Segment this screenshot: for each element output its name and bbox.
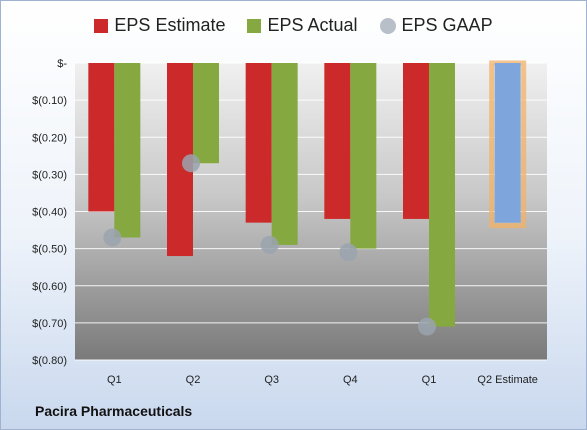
bar-eps-estimate-4 <box>324 63 351 219</box>
legend-label-eps-estimate: EPS Estimate <box>114 15 226 35</box>
legend: EPS Estimate EPS Actual EPS GAAP <box>1 15 586 36</box>
y-tick-label: $(0.40) <box>32 207 67 219</box>
x-tick-label: Q4 <box>343 374 358 386</box>
x-tick-label: Q2 <box>186 374 201 386</box>
legend-swatch-eps-gaap <box>379 17 396 34</box>
bar-eps-actual-1 <box>114 63 141 238</box>
bar-eps-actual-4 <box>350 63 377 249</box>
y-tick-label: $(0.10) <box>32 95 67 107</box>
marker-eps-gaap-2 <box>182 154 200 173</box>
y-tick-label: $(0.50) <box>32 244 67 256</box>
y-tick-label: $(0.30) <box>32 169 67 181</box>
marker-eps-gaap-5 <box>418 317 436 336</box>
bar-eps-actual-5 <box>429 63 455 327</box>
bar-forecast-estimate <box>494 63 521 223</box>
legend-item-eps-estimate: EPS Estimate <box>94 15 225 36</box>
company-name: Pacira Pharmaceuticals <box>35 403 193 419</box>
x-tick-label: Q2 Estimate <box>477 374 538 386</box>
marker-eps-gaap-3 <box>260 235 279 254</box>
y-tick-label: $(0.80) <box>32 355 67 367</box>
legend-swatch-eps-estimate <box>94 18 109 33</box>
legend-label-eps-actual: EPS Actual <box>267 15 358 35</box>
x-tick-label: Q3 <box>264 374 279 386</box>
x-tick-label: Q1 <box>422 374 437 386</box>
y-tick-label: $(0.60) <box>32 281 67 293</box>
legend-label-eps-gaap: EPS GAAP <box>401 15 493 35</box>
bar-eps-actual-2 <box>193 63 219 164</box>
y-tick-label: $(0.70) <box>32 318 67 330</box>
y-tick-label: $(0.20) <box>32 132 67 144</box>
marker-eps-gaap-1 <box>103 228 122 247</box>
y-tick-label: $- <box>57 58 67 70</box>
bar-eps-estimate-3 <box>245 63 272 223</box>
x-tick-label: Q1 <box>107 374 122 386</box>
bar-eps-estimate-5 <box>403 63 429 219</box>
legend-item-eps-gaap: EPS GAAP <box>379 15 493 36</box>
marker-eps-gaap-4 <box>339 243 358 262</box>
bar-eps-actual-3 <box>271 63 298 245</box>
legend-item-eps-actual: EPS Actual <box>247 15 358 36</box>
bar-eps-estimate-1 <box>88 63 115 212</box>
legend-swatch-eps-actual <box>247 18 262 33</box>
